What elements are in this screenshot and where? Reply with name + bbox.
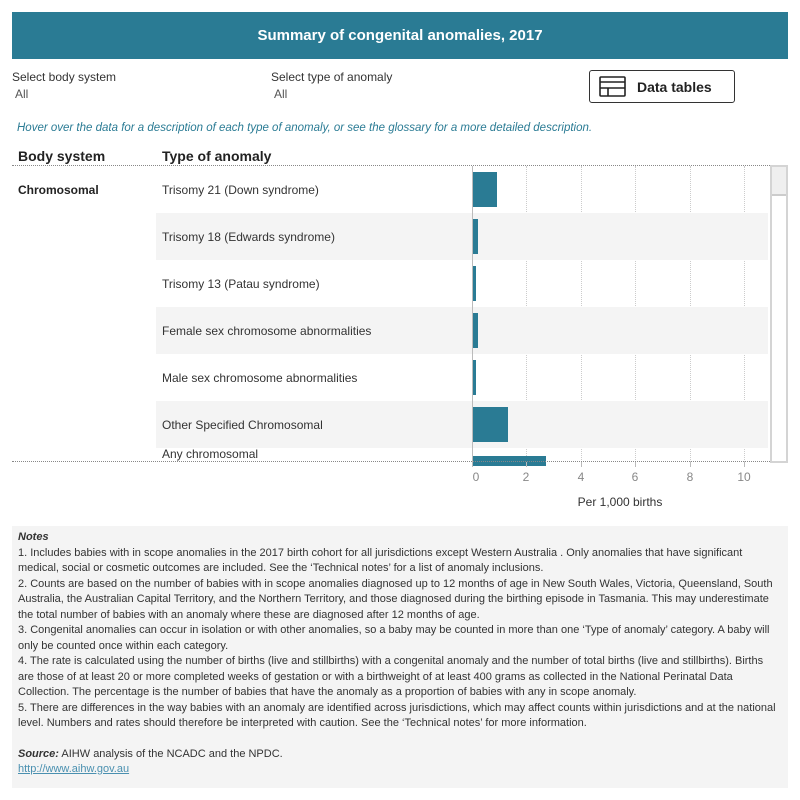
notes-title: Notes [18,531,49,543]
tick-label: 8 [686,470,694,484]
tick [581,462,582,467]
note-item: 1. Includes babies with in scope anomali… [18,546,743,575]
bar[interactable] [473,266,476,301]
vertical-scrollbar[interactable] [770,165,788,463]
scrollbar-thumb[interactable] [772,167,786,196]
tick-label: 4 [577,470,585,484]
note-item: 2. Counts are based on the number of bab… [18,577,773,621]
table-row[interactable]: Female sex chromosome abnormalities [156,307,768,354]
tick [635,462,636,467]
tick-label: 2 [522,470,530,484]
table-row[interactable]: Male sex chromosome abnormalities [156,354,768,401]
anomaly-name: Male sex chromosome abnormalities [162,370,358,385]
source-label: Source: [18,747,59,760]
note-item: 5. There are differences in the way babi… [18,701,776,730]
tick [472,462,473,467]
bar[interactable] [473,313,478,348]
data-tables-label: Data tables [637,78,712,95]
notes-panel: Notes 1. Includes babies with in scope a… [12,526,788,788]
header-divider [12,165,788,166]
table-row[interactable]: Trisomy 21 (Down syndrome) [156,166,768,213]
body-system-filter[interactable]: Select body system All [12,70,116,101]
note-item: 3. Congenital anomalies can occur in iso… [18,624,770,652]
anomaly-name: Any chromosomal [162,447,259,461]
anomaly-type-filter-label: Select type of anomaly [271,70,393,84]
anomaly-name: Trisomy 21 (Down syndrome) [162,182,319,197]
column-header-body-system: Body system [18,148,106,164]
body-system-chromosomal: Chromosomal [18,183,99,197]
anomaly-name: Trisomy 13 (Patau syndrome) [162,276,320,291]
source-line: Source: AIHW analysis of the NCADC and t… [18,747,782,763]
tick-label: 6 [631,470,639,484]
tick [690,462,691,467]
source-text: AIHW analysis of the NCADC and the NPDC. [58,747,283,760]
bar[interactable] [473,219,478,254]
bar[interactable] [473,360,476,395]
anomaly-name: Other Specified Chromosomal [162,417,323,432]
bottom-divider [12,461,770,462]
anomaly-type-filter[interactable]: Select type of anomaly All [271,70,392,101]
table-row[interactable]: Trisomy 18 (Edwards syndrome) [156,213,768,260]
aihw-link[interactable]: http://www.aihw.gov.au [18,763,130,775]
axis-zero-line [472,166,473,462]
table-row[interactable]: Any chromosomal [156,447,768,478]
x-axis-title: Per 1,000 births [577,495,663,509]
anomaly-rows: Trisomy 21 (Down syndrome) Trisomy 18 (E… [156,166,768,478]
body-system-filter-label: Select body system [12,70,117,84]
table-row[interactable]: Trisomy 13 (Patau syndrome) [156,260,768,307]
anomaly-name: Trisomy 18 (Edwards syndrome) [162,229,335,244]
body-system-filter-value[interactable]: All [15,87,29,101]
anomaly-name: Female sex chromosome abnormalities [162,323,372,338]
dashboard-title-bar: Summary of congenital anomalies, 2017 [12,12,788,59]
data-tables-button[interactable]: Data tables [589,70,735,103]
tick [744,462,745,467]
tick [526,462,527,467]
table-row[interactable]: Other Specified Chromosomal [156,401,768,448]
tick-label: 0 [472,470,480,484]
note-item: 4. The rate is calculated using the numb… [18,655,764,698]
anomaly-type-filter-value[interactable]: All [274,87,288,101]
tick-label: 10 [737,470,751,484]
hover-hint: Hover over the data for a description of… [17,122,593,134]
column-header-type-of-anomaly: Type of anomaly [162,148,272,164]
bar[interactable] [473,407,508,442]
dashboard-title: Summary of congenital anomalies, 2017 [257,27,543,44]
bar[interactable] [473,172,497,207]
table-icon [599,76,626,97]
